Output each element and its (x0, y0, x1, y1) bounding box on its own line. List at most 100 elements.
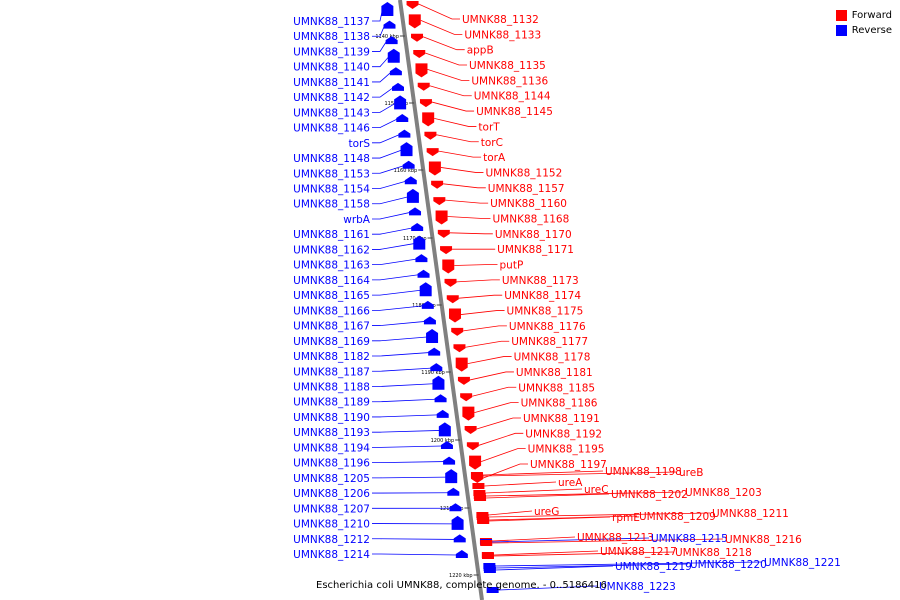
reverse-gene-label: UMNK88_1215 (651, 533, 728, 545)
reverse-gene-feature (411, 223, 424, 231)
forward-gene-label: UMNK88_1160 (490, 198, 567, 210)
reverse-gene-feature (409, 207, 422, 216)
forward-leader-line (465, 340, 510, 348)
reverse-leader-line (372, 40, 387, 52)
reverse-gene-label: UMNK88_1206 (293, 488, 370, 500)
reverse-gene-feature (413, 235, 426, 250)
reverse-gene-feature (432, 375, 445, 390)
reverse-gene-label: UMNK88_1142 (293, 92, 370, 104)
reverse-leader-line (372, 553, 457, 556)
reverse-leader-line (372, 71, 392, 83)
forward-gene-label: UMNK88_1192 (525, 428, 602, 440)
reverse-gene-feature (394, 95, 407, 110)
reverse-gene-label: UMNK88_1188 (293, 381, 370, 393)
map-caption: Escherichia coli UMNK88, complete genome… (316, 580, 607, 591)
reverse-gene-label: UMNK88_1210 (293, 519, 370, 531)
forward-gene-feature (472, 483, 485, 489)
reverse-gene-feature (419, 282, 432, 297)
reverse-gene-feature (483, 563, 496, 569)
reverse-gene-feature (387, 48, 400, 63)
reverse-gene-label: UMNK88_1193 (293, 427, 370, 439)
forward-gene-label: ureA (558, 477, 583, 489)
reverse-gene-label: UMNK88_1143 (293, 107, 370, 119)
reverse-gene-label: UMNK88_1167 (293, 321, 370, 333)
forward-gene-label: UMNK88_1181 (516, 367, 593, 379)
forward-gene-label: UMNK88_1176 (509, 321, 586, 333)
reverse-leader-line (372, 367, 432, 372)
reverse-leader-line (372, 538, 455, 540)
reverse-gene-feature (381, 2, 394, 16)
reverse-leader-line (372, 87, 394, 98)
forward-leader-line (485, 488, 583, 494)
forward-leader-line (429, 85, 472, 97)
reverse-leader-line (372, 352, 430, 357)
forward-leader-line (447, 216, 491, 219)
forward-leader-line (489, 515, 638, 521)
reverse-gene-feature (402, 160, 415, 169)
forward-leader-line (484, 481, 557, 487)
forward-gene-feature (480, 540, 493, 546)
reverse-gene-label: UMNK88_1196 (293, 458, 370, 470)
forward-gene-label: UMNK88_1133 (464, 29, 541, 41)
reverse-gene-feature (421, 300, 434, 309)
forward-gene-feature (469, 455, 482, 470)
reverse-gene-label: UMNK88_1154 (293, 184, 370, 196)
legend-forward-label: Forward (851, 10, 892, 21)
forward-gene-label: UMNK88_1191 (523, 413, 600, 425)
forward-gene-feature (411, 33, 424, 42)
tick-label: 1160 kbp (394, 168, 418, 174)
reverse-leader-line (372, 321, 425, 326)
forward-leader-line (438, 150, 482, 158)
reverse-gene-feature (428, 347, 441, 356)
forward-gene-feature (473, 493, 486, 499)
reverse-gene-feature (449, 503, 462, 512)
forward-leader-line (443, 183, 486, 189)
reverse-gene-label: UMNK88_1146 (293, 123, 370, 135)
forward-leader-line (463, 325, 507, 332)
reverse-gene-feature (455, 550, 468, 558)
reverse-gene-feature (447, 487, 460, 496)
forward-gene-feature (440, 246, 453, 255)
forward-gene-label: torA (483, 152, 506, 164)
reverse-gene-label: UMNK88_1220 (690, 559, 767, 571)
forward-leader-line (488, 512, 711, 518)
reverse-gene-feature (451, 515, 464, 530)
reverse-gene-feature (434, 394, 447, 403)
forward-leader-line (454, 264, 498, 266)
reverse-gene-label: UMNK88_1212 (293, 534, 370, 546)
forward-gene-feature (433, 197, 446, 206)
forward-gene-label: UMNK88_1211 (712, 508, 789, 520)
forward-leader-line (474, 402, 519, 414)
forward-leader-line (458, 294, 503, 299)
reverse-leader-line (372, 227, 413, 235)
forward-leader-line (485, 491, 684, 497)
reverse-leader-line (372, 243, 415, 250)
reverse-leader-line (372, 56, 390, 68)
forward-leader-line (449, 232, 493, 235)
reverse-gene-feature (445, 469, 458, 484)
reverse-gene-label: UMNK88_1158 (293, 199, 370, 211)
forward-gene-label: UMNK88_1195 (528, 444, 605, 456)
forward-gene-feature (451, 327, 464, 336)
forward-leader-line (493, 550, 599, 556)
reverse-gene-label: UMNK88_1139 (293, 46, 370, 58)
reverse-gene-label: UMNK88_1190 (293, 412, 370, 424)
reverse-gene-feature (440, 441, 453, 449)
reverse-leader-line (372, 103, 396, 113)
reverse-gene-label: wrbA (343, 214, 371, 226)
forward-gene-feature (431, 180, 444, 189)
forward-gene-feature (422, 112, 435, 127)
forward-gene-feature (457, 376, 470, 385)
forward-leader-line (431, 101, 475, 112)
forward-gene-label: UMNK88_1174 (504, 290, 581, 302)
forward-gene-feature (406, 1, 419, 9)
forward-leader-line (427, 68, 470, 81)
reverse-leader-line (372, 196, 408, 205)
legend-item-forward: Forward (835, 8, 892, 23)
reverse-gene-label: UMNK88_1223 (599, 581, 676, 593)
reverse-leader-line (495, 561, 763, 567)
reverse-leader-line (372, 118, 398, 128)
forward-leader-line (425, 52, 468, 66)
reverse-gene-label: UMNK88_1141 (293, 77, 370, 89)
forward-gene-label: torT (478, 121, 500, 133)
